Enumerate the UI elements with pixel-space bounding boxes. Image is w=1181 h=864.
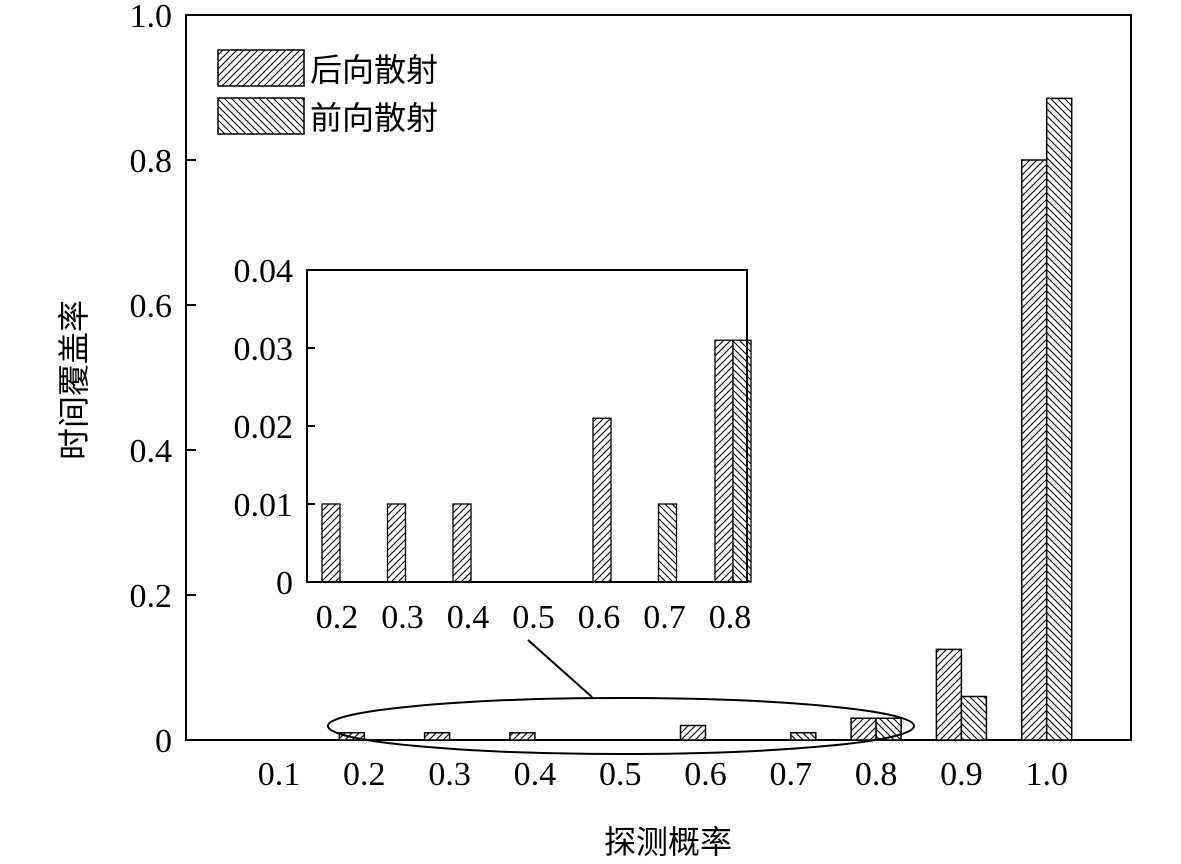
main-bar-series-0 [1020,159,1048,741]
main-y-tick-label: 0 [155,723,172,760]
main-bar-series-0 [509,732,536,741]
x-axis-title: 探测概率 [604,823,732,861]
inset-bar-series-0 [714,339,734,583]
main-x-tick-label: 0.7 [770,756,813,793]
main-bar-series-1 [960,695,988,741]
main-bar-series-1 [790,732,817,741]
legend-swatch-forwardscatter [217,97,305,135]
inset-x-tick-label: 0.7 [643,599,686,636]
inset-bar-series-0 [452,503,472,583]
main-y-tick-label: 0.6 [130,288,173,325]
main-x-tick-label: 0.4 [514,756,557,793]
main-bar-series-0 [679,724,707,741]
legend-label-backscatter: 后向散射 [310,51,438,89]
inset-y-ticks: 0 0.01 0.02 0.03 0.04 [234,253,315,602]
main-bar-series-0 [423,732,451,741]
inset-y-tick-label: 0.04 [234,253,294,290]
main-x-tick-label: 0.3 [428,756,471,793]
inset-chart: 0 0.01 0.02 0.03 0.04 0.2 0.3 0.4 0.5 0.6 0.7 0.8 [234,253,752,636]
inset-x-tick-label: 0.5 [512,599,555,636]
inset-bar-series-1 [657,503,678,583]
inset-background [307,270,747,582]
main-chart: 00.20.40.60.81.0 0.1 0.2 0.3 0.4 0.5 0.6 0.7 0.… [55,0,1132,861]
inset-bar-series-1 [732,339,752,583]
main-x-tick-label: 0.5 [599,756,642,793]
zoom-ellipse [327,697,915,755]
main-x-ticks: 0.1 0.2 0.3 0.4 0.5 0.6 0.7 0.8 0.9 1.0 [258,756,1068,793]
inset-x-tick-label: 0.2 [316,599,359,636]
legend: 后向散射 前向散射 [217,49,438,137]
main-y-ticks: 0 0.2 0.4 0.6 0.8 1.0 [130,0,196,760]
inset-x-tick-label: 0.8 [709,599,752,636]
main-x-tick-label: 1.0 [1025,756,1068,793]
inset-y-tick-label: 0.02 [234,409,294,446]
main-y-tick-label: 0.2 [130,578,173,615]
main-x-tick-label: 0.2 [343,756,386,793]
inset-x-tick-label: 0.6 [578,599,621,636]
main-bar-series-1 [875,717,902,741]
main-y-tick-label: 0.8 [130,143,173,180]
main-y-tick-label: 1.0 [130,0,173,35]
inset-y-tick-label: 0.01 [234,487,294,524]
main-x-tick-label: 0.1 [258,756,301,793]
zoom-connector [527,639,593,698]
y-axis-title: 时间覆盖率 [55,300,93,460]
inset-bar-series-0 [386,503,407,583]
main-bar-series-1 [1045,97,1073,741]
inset-x-tick-label: 0.3 [381,599,424,636]
legend-swatch-backscatter [217,49,305,87]
main-x-tick-label: 0.6 [684,756,727,793]
legend-label-forwardscatter: 前向散射 [310,99,438,137]
main-x-tick-label: 0.9 [940,756,983,793]
main-plot-frame [185,14,1132,741]
inset-x-ticks: 0.2 0.3 0.4 0.5 0.6 0.7 0.8 [316,599,752,636]
main-bars [338,97,1073,741]
inset-y-tick-label: 0.03 [234,331,294,368]
inset-bar-series-0 [592,417,612,583]
main-y-tick-label: 0.4 [130,433,173,470]
inset-y-tick-label: 0 [276,565,293,602]
inset-x-tick-label: 0.4 [447,599,490,636]
main-x-tick-label: 0.8 [855,756,898,793]
main-bar-series-0 [935,648,963,741]
main-bar-series-0 [850,717,877,741]
inset-bar-series-0 [321,503,341,583]
